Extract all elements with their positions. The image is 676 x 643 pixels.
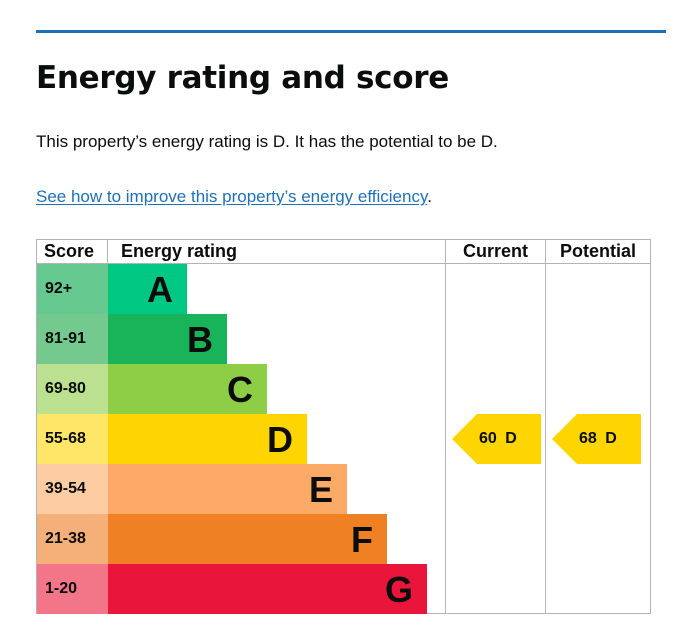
potential-rating-arrow: 68 D [552,414,641,464]
band-bar: A [108,264,187,314]
band-score: 92+ [37,264,108,314]
band-letter: C [227,369,253,410]
current-rating-label: 60 D [479,430,517,447]
epc-chart: Score Energy rating Current Potential 92… [36,239,651,614]
band-bar: C [108,364,267,414]
band-letter: B [187,319,213,360]
band-bar: G [108,564,427,614]
band-score: 69-80 [37,364,108,414]
band-score: 1-20 [37,564,108,614]
rating-summary: This property’s energy rating is D. It h… [36,132,498,151]
band-score: 81-91 [37,314,108,364]
band-score: 21-38 [37,514,108,564]
band-letter: A [147,269,173,310]
potential-rating-label: 68 D [579,430,617,447]
band-bar: B [108,314,227,364]
band-letter: D [267,419,293,460]
header-current: Current [462,241,528,261]
improve-link-line: See how to improve this property’s energ… [36,187,432,207]
band-letter: G [384,569,413,610]
current-rating-arrow: 60 D [452,414,541,464]
header-score: Score [44,241,95,261]
link-suffix: . [427,187,432,206]
band-bar: F [108,514,387,564]
band-bar: D [108,414,307,464]
divider-potential [545,239,546,614]
improve-efficiency-link[interactable]: See how to improve this property’s energ… [36,187,428,206]
band-score: 55-68 [37,414,108,464]
divider-current [445,239,446,614]
header-potential: Potential [559,241,636,261]
band-bar: E [108,464,347,514]
band-score: 39-54 [37,464,108,514]
band-letter: F [351,519,373,560]
header-energy-rating: Energy rating [121,241,238,261]
top-rule [36,30,666,33]
page-title: Energy rating and score [36,60,449,96]
header-divider [36,263,651,264]
band-letter: E [308,469,333,510]
